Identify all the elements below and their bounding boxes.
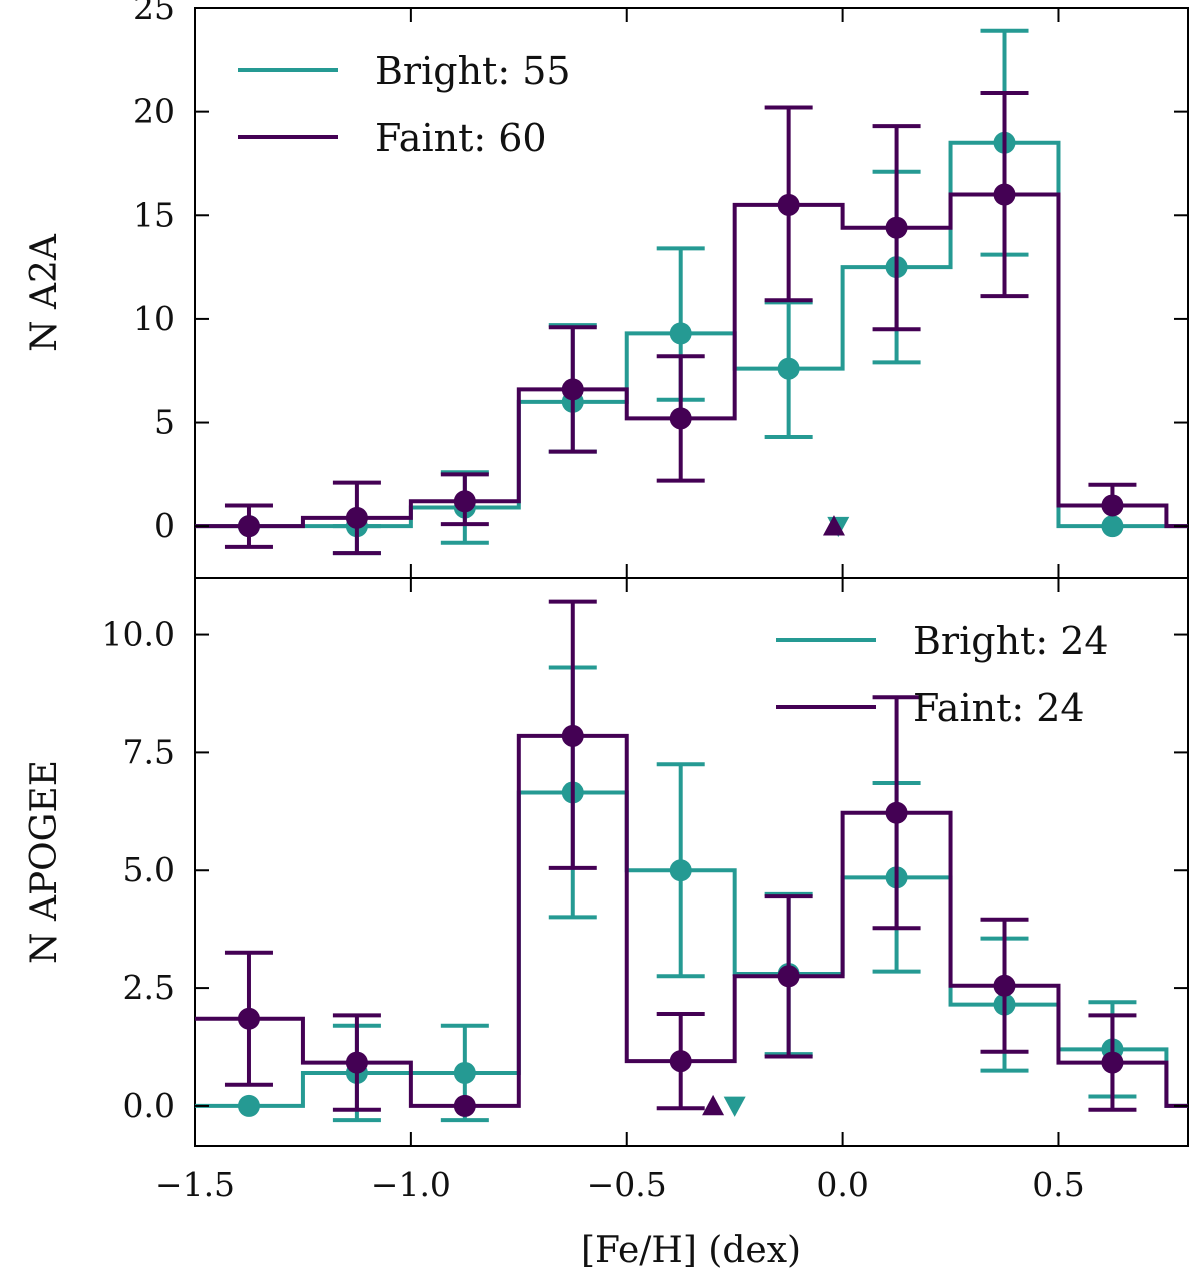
bottom-clipped-marks xyxy=(195,599,1188,1123)
bottom-y-tick-label: 5.0 xyxy=(123,850,175,889)
bottom-y-tick-label: 7.5 xyxy=(123,732,175,771)
top-faint-point xyxy=(669,407,692,430)
bottom-bright-mean-marker xyxy=(723,1096,746,1117)
top-faint-mean-marker xyxy=(822,515,845,536)
top-legend-faint-label: Faint: 60 xyxy=(375,116,547,160)
x-tick-label: −1.0 xyxy=(371,1165,451,1204)
top-clipped-marks xyxy=(195,28,1188,556)
bottom-faint-point xyxy=(777,965,800,988)
bottom-bright-point xyxy=(669,859,692,882)
bottom-ticks-layer: −1.5 −1.0 −0.5 0.0 0.5 0.0 2.5 5.0 7.5 10.0 xyxy=(102,578,1188,1204)
x-tick-label: −1.5 xyxy=(155,1165,235,1204)
top-faint-point xyxy=(345,506,368,529)
top-y-axis-label: N A2A xyxy=(24,233,65,352)
bottom-faint-point xyxy=(345,1051,368,1074)
top-y-tick-label: 10 xyxy=(133,299,175,338)
top-y-tick-label: 0 xyxy=(154,506,175,545)
bottom-faint-point xyxy=(561,724,584,747)
bottom-bright-point xyxy=(237,1094,260,1117)
bottom-faint-point xyxy=(237,1007,260,1030)
top-legend: Bright: 55 Faint: 60 xyxy=(238,49,571,160)
top-faint-point xyxy=(561,378,584,401)
top-bright-point xyxy=(1101,515,1124,538)
top-faint-histogram-step xyxy=(195,192,1188,529)
bottom-panel-apogee: −1.5 −1.0 −0.5 0.0 0.5 0.0 2.5 5.0 7.5 10.0 N APO… xyxy=(24,577,1189,1204)
bottom-y-tick-label: 0.0 xyxy=(123,1086,175,1125)
top-plot-frame xyxy=(194,7,1189,579)
top-faint-point xyxy=(993,183,1016,206)
top-faint-point xyxy=(885,216,908,239)
bottom-y-tick-label: 2.5 xyxy=(123,968,175,1007)
bottom-faint-point xyxy=(993,974,1016,997)
top-bright-point xyxy=(777,357,800,380)
x-tick-label: −0.5 xyxy=(587,1165,667,1204)
bottom-faint-point xyxy=(669,1050,692,1073)
top-legend-bright-label: Bright: 55 xyxy=(375,49,571,93)
bottom-bright-point xyxy=(453,1061,476,1084)
top-faint-point xyxy=(777,193,800,216)
x-tick-label: 0.5 xyxy=(1032,1165,1084,1204)
top-bright-point xyxy=(669,322,692,345)
bottom-legend-bright-label: Bright: 24 xyxy=(913,619,1109,663)
bottom-legend-faint-label: Faint: 24 xyxy=(913,686,1085,730)
top-faint-point xyxy=(237,515,260,538)
bottom-faint-point xyxy=(453,1094,476,1117)
bottom-faint-point xyxy=(885,801,908,824)
x-axis-label: [Fe/H] (dex) xyxy=(581,1230,801,1271)
x-tick-label: 0.0 xyxy=(816,1165,868,1204)
bottom-y-tick-label: 10.0 xyxy=(102,615,175,654)
top-ticks-layer: 0 5 10 15 20 25 xyxy=(133,0,1188,578)
top-series-layer xyxy=(195,28,1188,556)
bottom-faint-mean-marker xyxy=(702,1094,725,1116)
bottom-faint-histogram-step xyxy=(195,733,1188,1108)
top-faint-point xyxy=(453,490,476,513)
bottom-legend: Bright: 24 Faint: 24 xyxy=(776,619,1109,730)
bottom-faint-point xyxy=(1101,1051,1124,1074)
bottom-series-layer xyxy=(195,599,1188,1123)
top-panel-a2a: 0 5 10 15 20 25 N A2A Bright: 55 Faint: 60 xyxy=(24,0,1189,579)
top-y-tick-label: 20 xyxy=(133,92,175,131)
top-y-tick-label: 5 xyxy=(154,403,175,442)
top-y-tick-label: 25 xyxy=(133,0,175,27)
top-faint-point xyxy=(1101,494,1124,517)
bottom-y-axis-label: N APOGEE xyxy=(24,760,65,964)
top-y-tick-label: 15 xyxy=(133,195,175,234)
